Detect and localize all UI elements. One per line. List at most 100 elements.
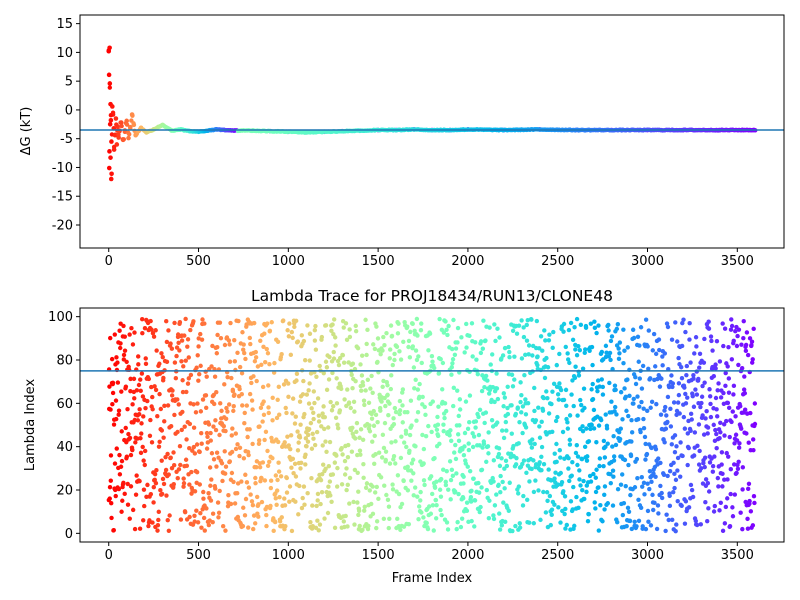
lambda-point <box>164 359 170 365</box>
delta-g-point <box>111 144 117 150</box>
lambda-point <box>208 498 214 503</box>
lambda-point <box>598 502 603 508</box>
x-tick-label: 2500 <box>541 548 574 563</box>
lambda-point <box>665 473 670 479</box>
lambda-point <box>380 348 385 353</box>
lambda-point <box>117 328 122 333</box>
lambda-point <box>636 518 642 524</box>
lambda-point <box>397 408 403 413</box>
lambda-point <box>342 397 347 402</box>
lambda-point <box>227 342 232 347</box>
lambda-point <box>511 443 516 449</box>
lambda-point <box>582 444 588 450</box>
lambda-point <box>403 431 409 436</box>
lambda-point <box>293 499 298 504</box>
lambda-point <box>303 436 309 441</box>
lambda-point <box>213 427 219 433</box>
lambda-point <box>642 492 647 497</box>
lambda-point <box>419 321 424 326</box>
lambda-point <box>182 333 187 338</box>
lambda-point <box>150 394 155 400</box>
lambda-point <box>253 355 259 360</box>
lambda-point <box>179 359 184 364</box>
lambda-point <box>745 516 750 522</box>
lambda-point <box>184 463 190 468</box>
lambda-point <box>620 512 626 518</box>
lambda-point <box>237 386 242 392</box>
lambda-point <box>401 478 406 484</box>
lambda-point <box>563 387 569 393</box>
lambda-point <box>470 354 475 359</box>
lambda-point <box>163 467 169 473</box>
lambda-point <box>334 484 340 489</box>
delta-g-point <box>108 176 114 182</box>
lambda-point <box>137 478 142 484</box>
lambda-point <box>576 373 582 378</box>
lambda-point <box>393 461 398 466</box>
lambda-point <box>664 321 670 326</box>
delta-g-x-ticks: 0 500 1000 1500 2000 2500 3000 3500 <box>105 248 754 269</box>
lambda-point <box>328 493 333 498</box>
lambda-point <box>692 351 697 356</box>
lambda-point <box>493 338 498 344</box>
lambda-point <box>449 438 454 444</box>
lambda-point <box>340 352 346 358</box>
lambda-point <box>555 482 561 487</box>
lambda-point <box>420 394 425 400</box>
lambda-point <box>229 470 235 476</box>
lambda-point <box>578 322 584 328</box>
lambda-point <box>523 412 529 417</box>
lambda-point <box>308 420 314 426</box>
lambda-point <box>441 428 446 434</box>
lambda-point <box>376 450 382 455</box>
lambda-point <box>598 417 604 423</box>
lambda-point <box>734 470 739 476</box>
lambda-point <box>643 457 648 462</box>
lambda-point <box>374 519 380 524</box>
lambda-point <box>257 438 262 443</box>
lambda-point <box>438 507 443 513</box>
lambda-point <box>544 355 549 361</box>
lambda-point <box>629 439 634 444</box>
lambda-point <box>481 441 487 446</box>
lambda-point <box>339 482 345 487</box>
lambda-point <box>478 504 483 510</box>
lambda-point <box>374 324 379 329</box>
lambda-point <box>449 346 455 352</box>
lambda-point <box>296 512 301 517</box>
lambda-point <box>215 332 220 338</box>
lambda-point <box>197 482 202 487</box>
lambda-point <box>262 437 267 443</box>
lambda-point <box>617 436 623 442</box>
y-tick-label: -20 <box>52 218 73 233</box>
lambda-point <box>269 320 274 325</box>
lambda-point <box>252 521 258 526</box>
lambda-point <box>306 426 312 432</box>
lambda-point <box>306 401 312 406</box>
lambda-point <box>599 377 604 382</box>
lambda-point <box>452 450 457 455</box>
lambda-point <box>494 386 500 391</box>
delta-g-point <box>119 123 124 129</box>
lambda-point <box>159 428 165 433</box>
lambda-point <box>495 396 501 402</box>
lambda-point <box>733 432 739 437</box>
lambda-point <box>583 325 589 330</box>
lambda-point <box>306 388 311 393</box>
lambda-point <box>726 344 731 350</box>
lambda-point <box>198 363 203 369</box>
lambda-point <box>608 480 613 486</box>
lambda-point <box>279 351 284 357</box>
lambda-point <box>406 338 412 344</box>
lambda-point <box>741 318 746 324</box>
lambda-point <box>299 505 305 511</box>
delta-g-point <box>116 132 121 137</box>
lambda-point <box>169 346 175 351</box>
lambda-point <box>509 372 515 377</box>
lambda-point <box>243 472 248 477</box>
lambda-point <box>417 394 422 400</box>
lambda-point <box>631 396 636 402</box>
lambda-point <box>432 456 437 461</box>
lambda-point <box>187 482 192 487</box>
